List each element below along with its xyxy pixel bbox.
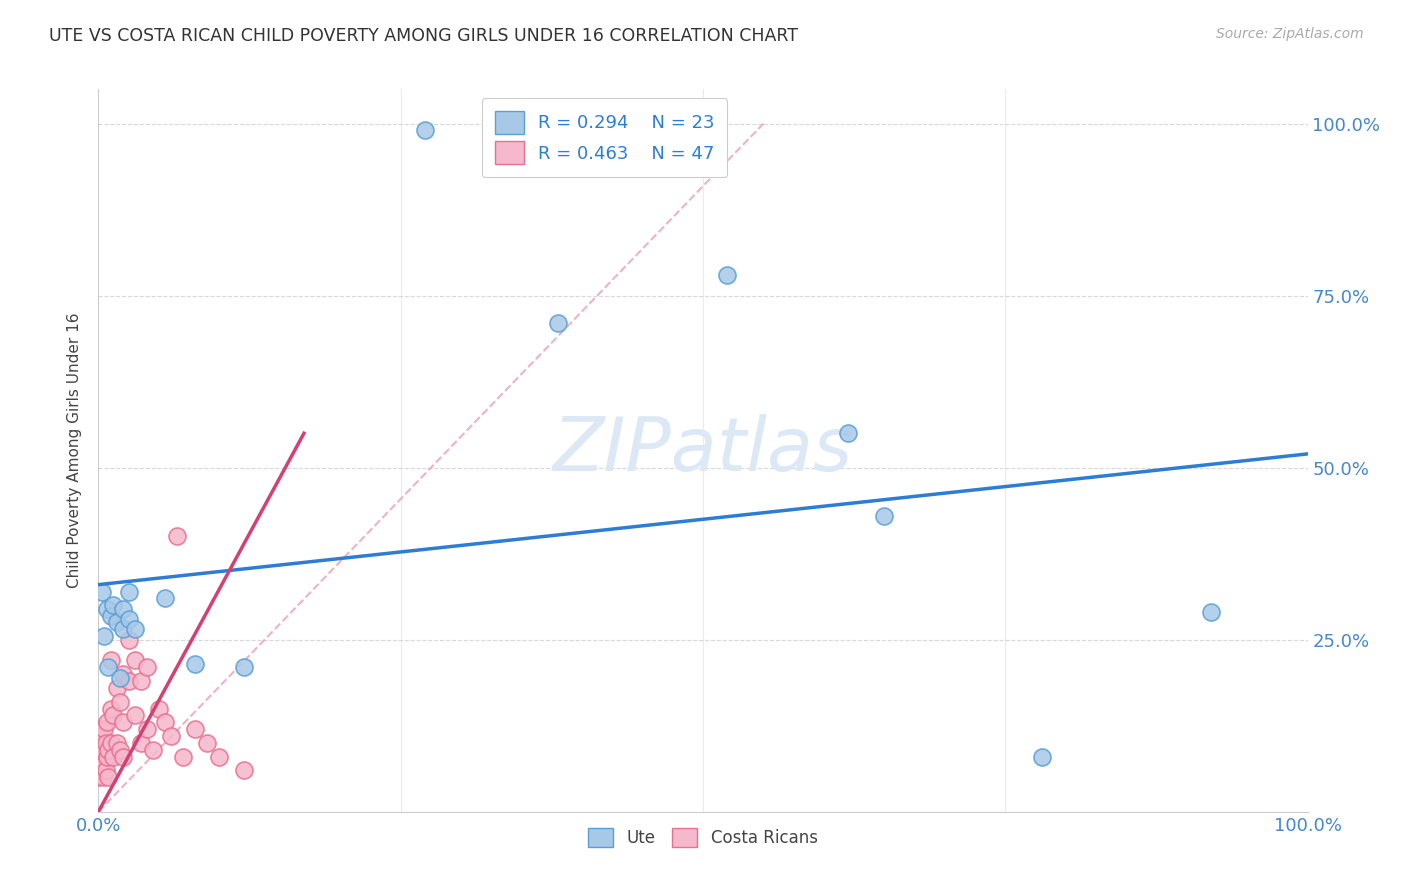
Point [87, 770, 110, 784]
Point [118, 612, 141, 626]
Point [93, 629, 115, 643]
Point [118, 673, 141, 688]
Point [153, 715, 176, 730]
Point [94, 764, 117, 778]
Point [97, 743, 120, 757]
Point [111, 667, 134, 681]
Point [87, 749, 110, 764]
Point [124, 708, 146, 723]
Point [100, 608, 122, 623]
Point [100, 653, 122, 667]
Point [91, 743, 114, 757]
Point [96, 601, 118, 615]
Text: UTE VS COSTA RICAN CHILD POVERTY AMONG GIRLS UNDER 16 CORRELATION CHART: UTE VS COSTA RICAN CHILD POVERTY AMONG G… [49, 27, 799, 45]
Point [142, 743, 165, 757]
Point [96, 749, 118, 764]
Text: ZIPatlas: ZIPatlas [553, 415, 853, 486]
Point [105, 681, 128, 695]
Point [1031, 749, 1053, 764]
Point [91, 756, 114, 771]
Point [108, 695, 131, 709]
Point [129, 673, 152, 688]
Point [837, 426, 859, 441]
Point [160, 729, 183, 743]
Point [108, 671, 131, 685]
Point [716, 268, 738, 282]
Point [195, 736, 218, 750]
Point [96, 715, 118, 730]
Point [135, 660, 157, 674]
Point [111, 715, 134, 730]
Point [90, 764, 112, 778]
Point [91, 584, 114, 599]
Point [97, 660, 120, 674]
Point [93, 722, 115, 736]
Point [166, 529, 188, 543]
Point [1199, 605, 1222, 619]
Point [111, 749, 134, 764]
Point [93, 756, 115, 771]
Point [118, 584, 141, 599]
Point [101, 599, 124, 613]
Point [87, 722, 110, 736]
Point [108, 743, 131, 757]
Point [111, 601, 134, 615]
Point [100, 736, 122, 750]
Point [184, 722, 207, 736]
Point [208, 749, 231, 764]
Point [105, 736, 128, 750]
Point [90, 736, 112, 750]
Point [232, 764, 254, 778]
Point [547, 316, 569, 330]
Point [91, 729, 114, 743]
Point [129, 736, 152, 750]
Point [101, 708, 124, 723]
Point [101, 749, 124, 764]
Point [232, 660, 254, 674]
Point [91, 770, 114, 784]
Point [94, 736, 117, 750]
Point [413, 123, 436, 137]
Point [97, 770, 120, 784]
Point [118, 632, 141, 647]
Point [111, 623, 134, 637]
Point [184, 657, 207, 671]
Point [135, 722, 157, 736]
Point [124, 623, 146, 637]
Point [124, 653, 146, 667]
Legend: Ute, Costa Ricans: Ute, Costa Ricans [582, 822, 824, 854]
Point [105, 615, 128, 630]
Point [148, 701, 170, 715]
Point [172, 749, 194, 764]
Text: Source: ZipAtlas.com: Source: ZipAtlas.com [1216, 27, 1364, 41]
Point [153, 591, 176, 606]
Y-axis label: Child Poverty Among Girls Under 16: Child Poverty Among Girls Under 16 [67, 313, 83, 588]
Point [100, 701, 122, 715]
Point [873, 508, 896, 523]
